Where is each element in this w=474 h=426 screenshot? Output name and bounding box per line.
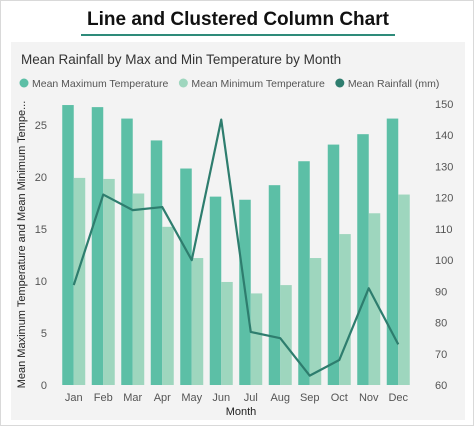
bar-max-temp <box>327 144 340 385</box>
bar-min-temp <box>191 258 204 385</box>
y2-tick-label: 120 <box>435 193 453 205</box>
y2-tick-label: 80 <box>435 318 447 330</box>
legend-marker <box>19 78 29 88</box>
bar-min-temp <box>162 226 174 385</box>
rainfall-line <box>72 118 400 377</box>
bar-max-temp <box>209 196 222 385</box>
x-tick-label: Jun <box>212 392 230 404</box>
bar-min-temp <box>132 193 145 385</box>
bar-group <box>62 105 410 385</box>
bar-max-temp <box>180 168 192 385</box>
y2-tick-label: 130 <box>435 161 453 173</box>
bar-max-temp <box>357 134 369 385</box>
y2-tick-label: 90 <box>435 286 447 298</box>
x-tick-label: Feb <box>94 392 113 404</box>
y-axis-ticks: 0 5 10 15 20 25 <box>35 120 47 392</box>
y2-tick-label: 140 <box>435 130 453 142</box>
legend-marker <box>335 78 345 88</box>
x-axis-ticks: Jan Feb Mar Apr May Jun Jul Aug Sep Oct Nov Dec <box>65 392 409 404</box>
legend-label: Mean Rainfall (mm) <box>348 78 440 90</box>
x-tick-label: May <box>181 392 202 404</box>
y2-tick-label: 150 <box>435 99 453 111</box>
y2-tick-label: 60 <box>435 380 447 392</box>
y-tick-label: 15 <box>35 224 47 236</box>
x-tick-label: Sep <box>300 392 320 404</box>
bar-max-temp <box>121 118 133 385</box>
bar-max-temp <box>268 185 281 385</box>
bar-max-temp <box>91 107 104 385</box>
legend: Mean Maximum Temperature Mean Minimum Tem… <box>19 78 440 90</box>
bar-min-temp <box>221 281 233 385</box>
x-tick-label: Mar <box>123 392 142 404</box>
y2-tick-label: 70 <box>435 349 447 361</box>
page-title: Line and Clustered Column Chart <box>87 9 389 30</box>
legend-marker <box>178 78 188 88</box>
y-axis-label: Mean Maximum Temperature and Mean Minimu… <box>16 101 28 389</box>
x-tick-label: Oct <box>331 392 348 404</box>
y2-axis-ticks: 60 70 80 90 100 110 120 130 140 150 <box>435 99 453 392</box>
y-tick-label: 20 <box>35 172 47 184</box>
x-tick-label: Jan <box>65 392 83 404</box>
y2-tick-label: 100 <box>435 255 453 267</box>
x-tick-label: Apr <box>154 392 171 404</box>
y-tick-label: 25 <box>35 120 47 132</box>
bar-min-temp <box>398 194 410 385</box>
bar-max-temp <box>298 161 310 385</box>
bar-max-temp <box>386 118 399 385</box>
x-axis-label: Month <box>226 406 257 418</box>
legend-label: Mean Minimum Temperature <box>191 78 325 90</box>
x-tick-label: Aug <box>270 392 290 404</box>
bar-max-temp <box>150 140 163 385</box>
bar-max-temp <box>62 105 74 385</box>
line-layer <box>72 118 400 377</box>
chart-title: Mean Rainfall by Max and Min Temperature… <box>21 52 341 67</box>
title-underline <box>81 34 395 36</box>
y-tick-label: 10 <box>35 276 47 288</box>
legend-label: Mean Maximum Temperature <box>32 78 169 90</box>
x-tick-label: Dec <box>388 392 408 404</box>
y2-tick-label: 110 <box>435 224 453 236</box>
y-tick-label: 0 <box>41 380 47 392</box>
combo-chart: Mean Rainfall by Max and Min Temperature… <box>16 52 453 418</box>
bar-min-temp <box>103 178 115 385</box>
bar-min-temp <box>339 234 351 385</box>
bar-min-temp <box>309 258 322 385</box>
x-tick-label: Nov <box>359 392 379 404</box>
x-tick-label: Jul <box>244 392 258 404</box>
chart-panel: Mean Rainfall by Max and Min Temperature… <box>11 42 465 420</box>
bar-min-temp <box>73 177 86 385</box>
bar-min-temp <box>280 285 292 385</box>
y-tick-label: 5 <box>41 328 47 340</box>
bar-min-temp <box>250 293 263 385</box>
